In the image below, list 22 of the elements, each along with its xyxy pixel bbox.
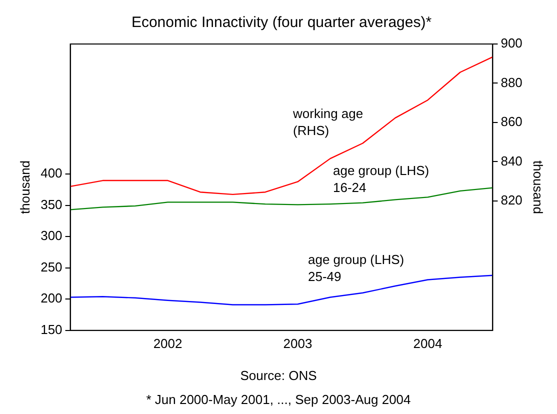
source-note: Source: ONS [239,368,318,383]
y2-tick-label: 840 [500,153,522,168]
y2-tick-label: 880 [500,74,522,90]
y-tick-label: 300 [40,228,62,244]
series-label: working age (RHS) [292,106,364,138]
y2-tick-label: 900 [500,36,522,51]
y-tick-label: 400 [40,166,62,181]
y-tick-label: 350 [40,196,62,212]
y-tick-label: 150 [40,322,62,337]
x-tick-label: 2002 [153,336,182,351]
y2-axis-title: thousand [530,160,546,214]
y-tick-label: 250 [40,259,62,274]
y2-tick-label: 820 [500,192,522,208]
x-tick-label: 2003 [283,336,312,351]
y-tick-label: 200 [40,290,62,306]
y-axis-title: thousand [17,160,32,214]
x-tick-label: 2004 [413,336,442,351]
series-label: age group (LHS) 25-49 [308,252,404,284]
y2-tick-label: 860 [500,114,522,130]
text: * Jun 2000-May 2001, ..., Sep 2003-Aug 2004 [145,392,412,407]
series-label: age group (LHS) 16-24 [333,163,430,196]
chart-title: Economic Innactivity (four quarter averages)* [131,14,432,32]
